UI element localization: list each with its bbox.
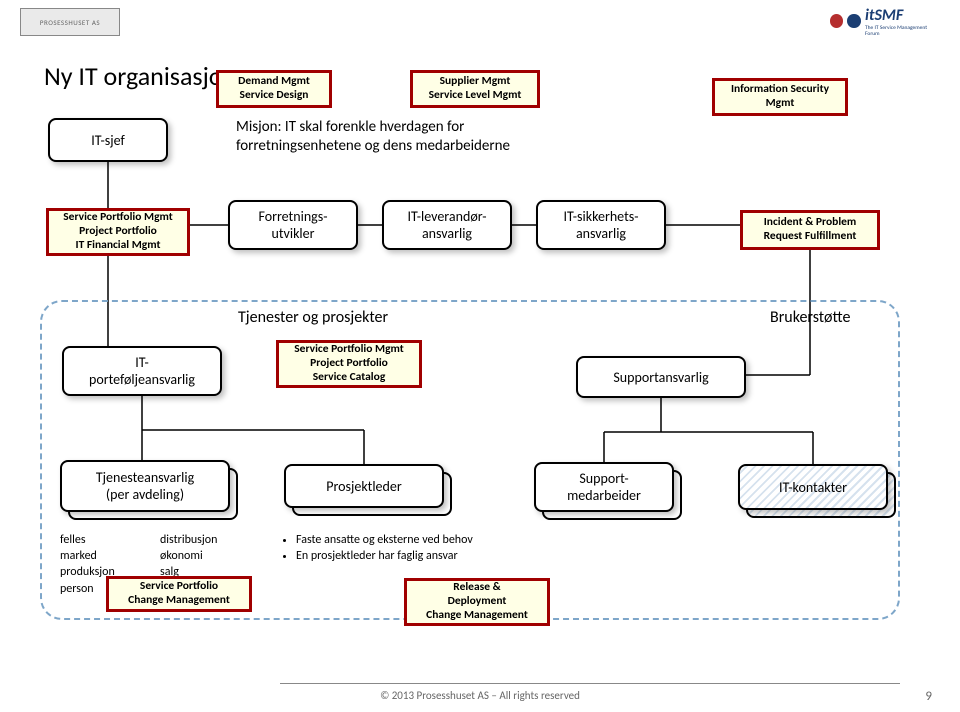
logo-itsmf-tagline: The IT Service Management Forum <box>865 25 940 37</box>
overlay-supplier-mgmt: Supplier MgmtService Level Mgmt <box>410 70 540 108</box>
node-prosjektleder: Prosjektleder <box>284 464 444 508</box>
overlay-infosec-mgmt: Information SecurityMgmt <box>712 78 848 116</box>
node-itkontakter: IT-kontakter <box>738 464 888 510</box>
logo-itsmf-text: itSMF <box>865 6 940 25</box>
label-tjenester: Tjenester og prosjekter <box>238 308 388 327</box>
node-sikkerhetsansvarlig: IT-sikkerhets-ansvarlig <box>536 200 666 250</box>
list-dept-col2: distribusjon økonomi salg <box>160 532 250 581</box>
li: marked <box>60 548 140 564</box>
footer-copyright: © 2013 Prosesshuset AS – All rights rese… <box>0 689 960 702</box>
logo-dot-blue <box>847 14 860 28</box>
overlay-catalog: Service Portfolio MgmtProject PortfolioS… <box>276 340 422 388</box>
overlay-demand-mgmt: Demand MgmtService Design <box>216 70 332 108</box>
li: En prosjektleder har faglig ansvar <box>296 548 482 564</box>
label-brukerstotte: Brukerstøtte <box>770 308 850 327</box>
mission-line1: Misjon: IT skal forenkle hverdagen for <box>236 118 464 136</box>
li: økonomi <box>160 548 250 564</box>
overlay-portfolio-left: Service Portfolio MgmtProject PortfolioI… <box>46 208 190 256</box>
node-supportmedarbeider: Support-medarbeider <box>534 462 674 512</box>
mission-line2: forretningsenhetene og dens medarbeidern… <box>236 137 510 155</box>
overlay-incident: Incident & ProblemRequest Fulfillment <box>740 210 880 250</box>
overlay-release: Release &DeploymentChange Management <box>404 578 550 626</box>
mission-text: Misjon: IT skal forenkle hverdagen for f… <box>236 118 510 156</box>
node-tjenesteansvarlig: Tjenesteansvarlig(per avdeling) <box>60 460 230 512</box>
logo-prosesshuset: PROSESSHUSET AS <box>20 8 120 36</box>
li: felles <box>60 532 140 548</box>
li: distribusjon <box>160 532 250 548</box>
logo-itsmf: itSMF The IT Service Management Forum <box>830 6 940 36</box>
page-number: 9 <box>925 689 932 704</box>
logo-dot-red <box>830 14 843 28</box>
node-leverandoransvarlig: IT-leverandør-ansvarlig <box>382 200 512 250</box>
node-portefoljeansvarlig: IT-porteføljeansvarlig <box>62 346 222 396</box>
li: Faste ansatte og eksterne ved behov <box>296 532 482 548</box>
node-forretningsutvikler: Forretnings-utvikler <box>228 200 358 250</box>
node-it-sjef: IT-sjef <box>48 118 168 162</box>
overlay-sp-change: Service PortfolioChange Management <box>106 576 252 612</box>
footer-divider <box>280 683 900 684</box>
node-supportansvarlig: Supportansvarlig <box>576 356 746 398</box>
list-project-bullets: Faste ansatte og eksterne ved behov En p… <box>282 532 482 564</box>
page-title: Ny IT organisasjon <box>44 60 236 92</box>
